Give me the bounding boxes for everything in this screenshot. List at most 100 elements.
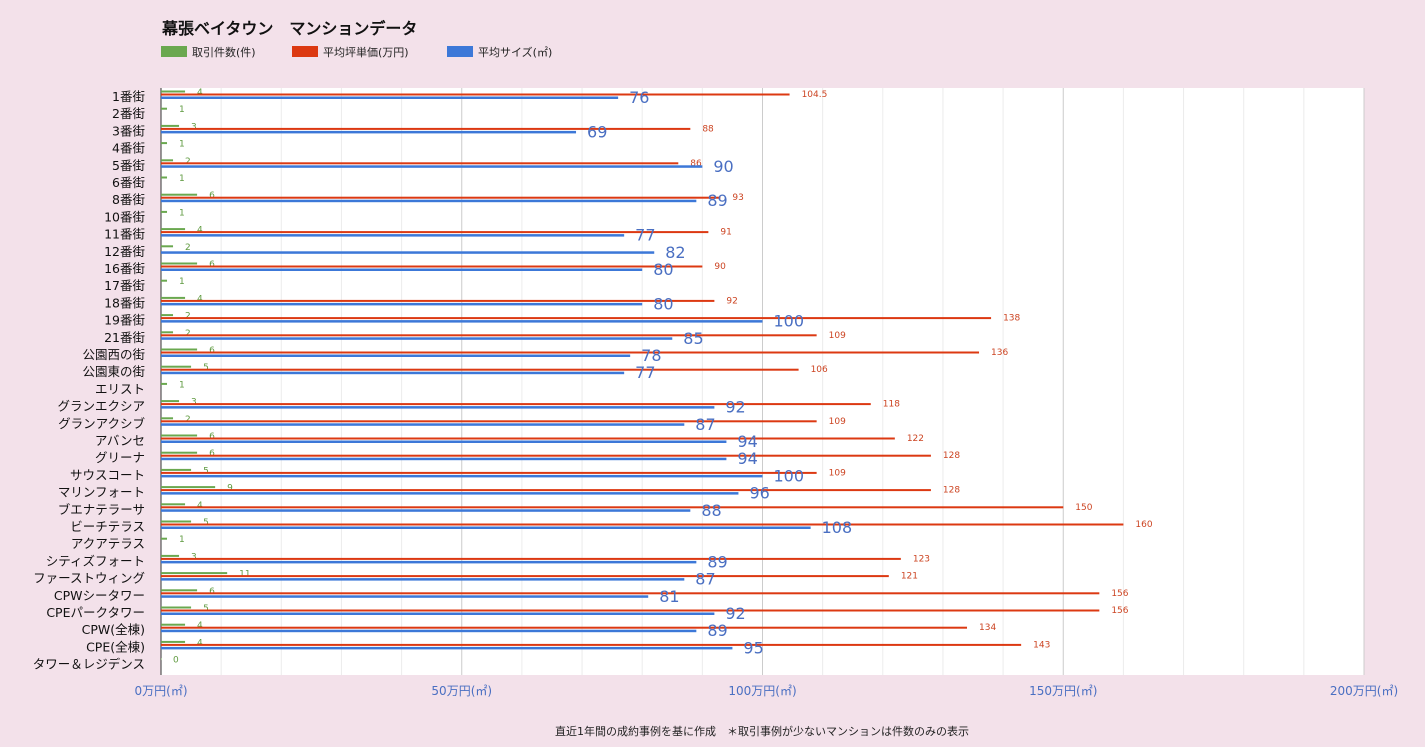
count-bar [161,124,180,127]
chart-title: 幕張ベイタウン マンションデータ [161,19,417,38]
count-bar [161,468,192,471]
count-bar [161,434,198,437]
size-data-label: 85 [683,329,703,348]
category-label: 1番街 [112,89,145,104]
price-data-label: 150 [1075,503,1092,513]
count-bar [161,606,192,609]
count-bar [161,520,192,523]
price-data-label: 128 [943,451,960,461]
size-bar [161,165,703,168]
price-bar [161,93,790,96]
count-data-label: 2 [185,312,191,322]
count-bar [161,486,216,489]
price-data-label: 90 [714,262,726,272]
price-bar [161,506,1064,509]
count-bar [161,262,198,265]
category-label: 3番街 [112,123,145,138]
count-bar [161,90,186,93]
size-bar [161,457,727,461]
count-data-label: 5 [203,363,209,373]
size-bar [161,337,673,340]
size-bar [161,251,655,254]
category-label: グリーナ [95,450,145,465]
category-label: 5番街 [112,158,145,173]
count-data-label: 6 [209,449,215,459]
count-data-label: 1 [179,105,185,115]
price-data-label: 109 [829,331,846,341]
count-bar [161,142,168,145]
category-label: CPW(全棟) [82,622,145,637]
price-data-label: 93 [732,193,743,203]
size-data-label: 108 [822,518,853,537]
category-label: アバンセ [95,433,145,448]
size-bar [161,526,811,529]
size-bar [161,578,685,581]
count-data-label: 6 [209,346,215,356]
category-label: 2番街 [112,106,145,121]
price-data-label: 88 [702,124,714,134]
count-bar [161,572,228,575]
legend-label-1: 平均坪単価(万円) [323,45,409,59]
count-bar [161,210,168,213]
count-data-label: 5 [203,518,209,528]
category-label: CPE(全棟) [86,639,145,654]
count-bar [161,365,192,368]
size-bar [161,234,625,237]
legend-swatch-1 [292,46,318,57]
count-data-label: 1 [179,380,185,390]
count-bar [161,228,186,231]
legend-label-2: 平均サイズ(㎡) [478,45,552,59]
count-data-label: 6 [209,432,215,442]
category-label: アクアテラス [71,536,145,551]
count-data-label: 2 [185,243,191,253]
legend-swatch-2 [447,46,473,57]
category-label: グランエクシア [57,399,145,414]
count-bar [161,623,186,626]
count-data-label: 6 [209,260,215,270]
count-bar [161,176,168,179]
size-bar [161,629,697,633]
size-data-label: 80 [653,260,673,279]
count-data-label: 6 [209,191,215,201]
category-label: サウスコート [70,467,145,482]
size-bar [161,509,691,512]
size-bar [161,423,685,426]
category-label: タワー＆レジデンス [33,657,145,672]
count-data-label: 4 [197,638,203,648]
size-data-label: 94 [737,449,757,468]
legend-label-0: 取引件数(件) [192,45,256,59]
category-label: 16番街 [104,261,145,276]
size-data-label: 89 [707,191,727,210]
category-label: シティズフォート [46,553,145,568]
count-bar [161,107,168,110]
price-bar [161,127,691,130]
price-data-label: 91 [720,228,731,238]
category-label: 公園西の街 [82,347,145,362]
legend-swatch-0 [161,46,187,57]
size-data-label: 100 [774,466,805,485]
count-data-label: 4 [197,621,203,631]
count-data-label: 1 [179,277,185,287]
price-data-label: 156 [1111,606,1128,616]
count-data-label: 5 [203,466,209,476]
price-data-label: 123 [913,554,930,564]
category-label: 12番街 [104,244,145,259]
category-label: ビーチテラス [70,519,145,534]
size-bar [161,595,649,598]
size-data-label: 92 [725,398,745,417]
size-bar [161,371,625,375]
size-bar [161,560,697,564]
count-data-label: 4 [197,294,203,304]
size-bar [161,130,577,134]
price-bar [161,196,721,199]
price-bar [161,403,871,406]
price-bar [161,265,703,268]
price-bar [161,368,799,371]
category-label: 8番街 [112,192,145,207]
size-data-label: 92 [725,604,745,623]
size-data-label: 89 [707,621,727,640]
category-label: マリンフォート [58,485,145,500]
price-bar [161,231,709,234]
